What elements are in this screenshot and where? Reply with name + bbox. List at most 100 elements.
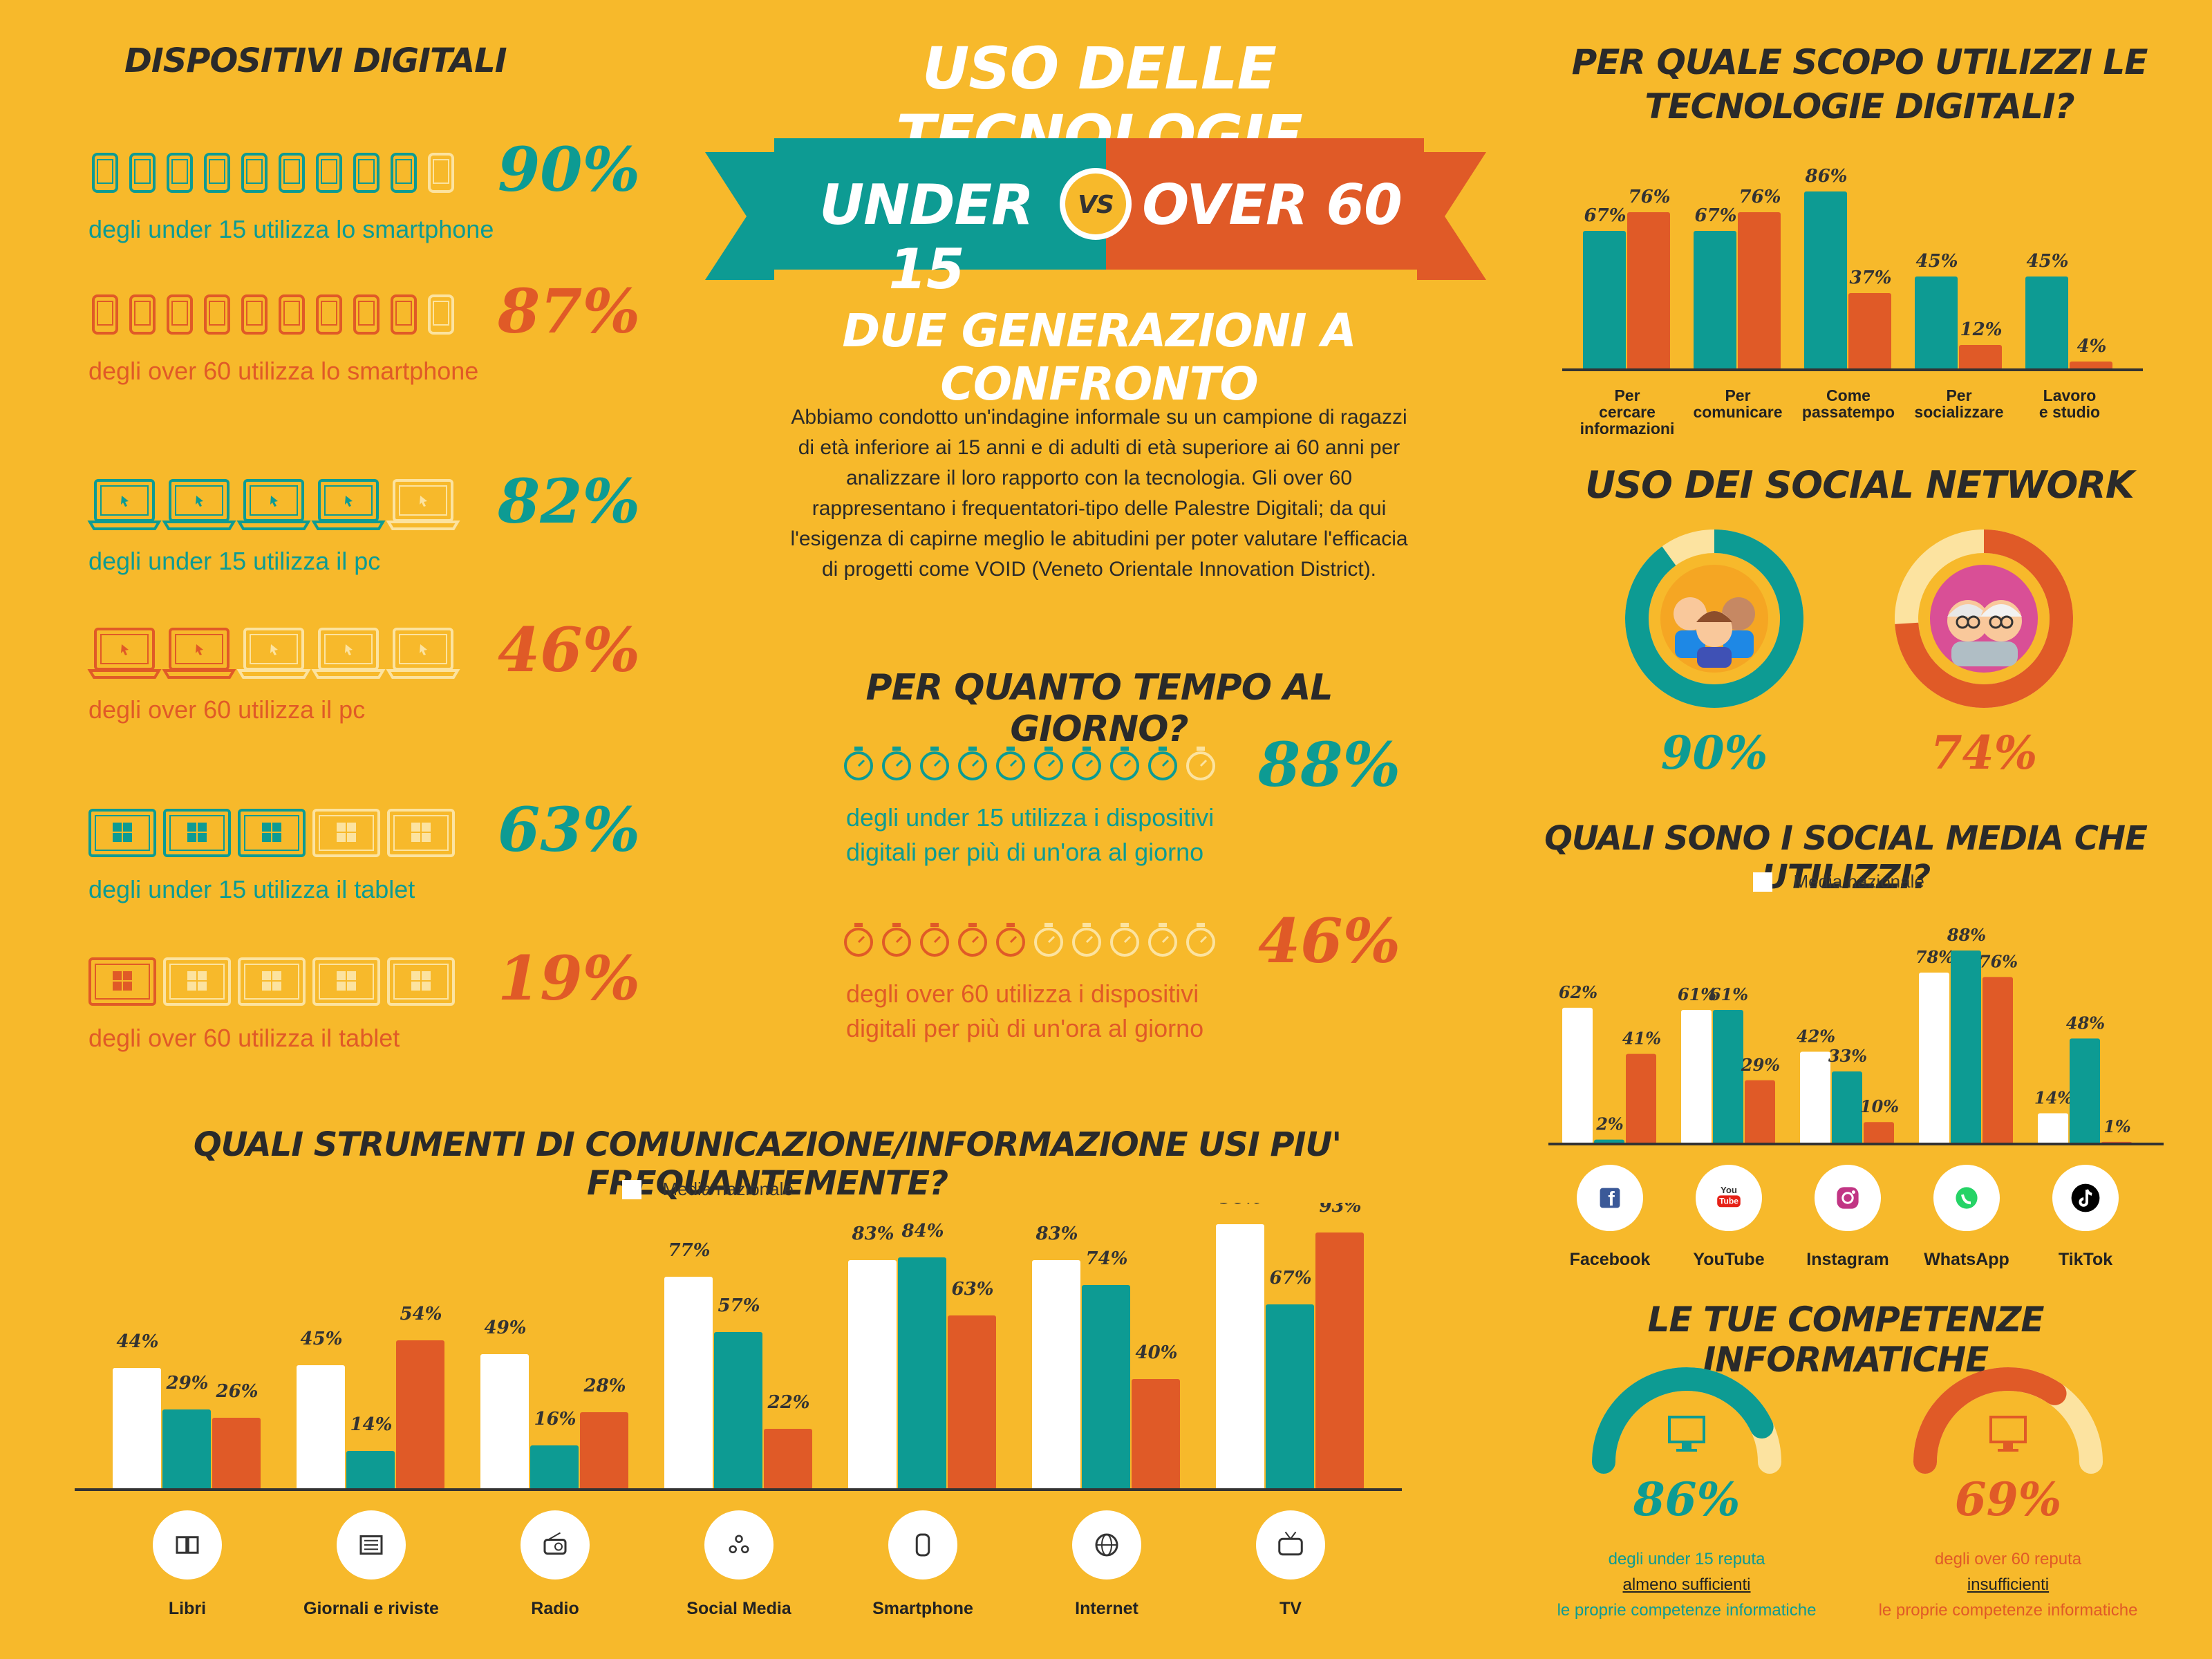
time-caption: degli under 15 utilizza i dispositivi: [846, 803, 1215, 832]
bar: [1315, 1232, 1364, 1490]
tablet-icon: [163, 809, 231, 857]
stopwatch-icon: [1110, 747, 1139, 780]
tablet-icon: [88, 957, 156, 1006]
device-icon-row: [87, 479, 460, 530]
category-label: WhatsApp: [1924, 1250, 2009, 1269]
instagram-icon: [1815, 1165, 1881, 1231]
tablet-icon: [312, 809, 380, 857]
time-title: PER QUANTO TEMPO AL GIORNO?: [865, 667, 1333, 750]
book-icon: [153, 1510, 222, 1580]
devices-title: DISPOSITIVI DIGITALI: [124, 41, 507, 80]
globe-icon: [1072, 1510, 1141, 1580]
data-label: 10%: [1860, 1096, 1899, 1116]
category-label: Per: [1725, 386, 1750, 404]
bar: [1082, 1285, 1130, 1490]
bar: [2070, 362, 2112, 370]
tablet-icon: [163, 957, 231, 1006]
smartphone-icon: [316, 153, 342, 193]
whatsapp-icon: [1933, 1165, 2000, 1231]
social-over-pct: 74%: [1930, 726, 2038, 780]
smartphone-icon: [92, 153, 118, 193]
young-people-avatar-icon: [1674, 597, 1755, 668]
skills-under-pct: 86%: [1633, 1472, 1741, 1526]
data-label: 76%: [1979, 951, 2018, 971]
category-label: informazioni: [1580, 420, 1675, 438]
category-label: Instagram: [1806, 1250, 1888, 1269]
smartphone-icon: [391, 294, 417, 335]
laptop-icon: [236, 479, 311, 530]
stopwatch-icon: [920, 747, 949, 780]
bar: [948, 1315, 996, 1490]
bar: [1832, 1071, 1862, 1144]
stopwatch-icon: [882, 747, 911, 780]
data-label: 67%: [1584, 205, 1627, 226]
skills-under-line1: degli under 15 reputa: [1608, 1550, 1765, 1568]
category-label: Social Media: [686, 1599, 792, 1618]
bar: [2025, 276, 2068, 370]
bar: [1983, 977, 2013, 1144]
comm-legend: Media nazionale: [622, 1179, 794, 1200]
vs-ribbon: [705, 138, 1486, 280]
laptop-icon: [386, 628, 460, 679]
smartphone-icon: [167, 294, 193, 335]
data-label: 78%: [1915, 947, 1954, 967]
legend-swatch: [622, 1179, 641, 1199]
data-label: 48%: [2066, 1013, 2105, 1033]
data-label: 4%: [2077, 336, 2107, 357]
data-label: 67%: [1270, 1268, 1312, 1288]
category-label: socializzare: [1914, 403, 2003, 421]
legend-label: Media nazionale: [662, 1179, 794, 1199]
data-label: 93%: [1320, 1203, 1362, 1217]
smartphone-icon: [167, 153, 193, 193]
under-15-label: UNDER 15: [819, 173, 1034, 301]
data-label: 88%: [1947, 925, 1986, 945]
skills-title: LE TUE COMPETENZE INFORMATICHE: [1647, 1300, 2045, 1380]
laptop-icon: [162, 628, 236, 679]
laptop-icon: [311, 628, 386, 679]
device-caption: degli under 15 utilizza il pc: [88, 547, 381, 575]
stopwatch-icon: [844, 923, 873, 957]
donut-under-15: [1625, 529, 1803, 708]
smartphone-icon: [353, 153, 379, 193]
facebook-icon: f: [1577, 1165, 1643, 1231]
device-pct: 63%: [498, 794, 641, 865]
gauge-under-15: [1592, 1367, 1781, 1474]
bar: [212, 1418, 261, 1490]
stopwatch-icon-row: [844, 747, 1215, 780]
vs-badge: VS: [1078, 191, 1114, 219]
bar: [580, 1412, 628, 1490]
time-caption: degli over 60 utilizza i dispositivi: [846, 980, 1199, 1008]
category-label: Come: [1826, 386, 1871, 404]
smartphone-icon: [241, 153, 268, 193]
stopwatch-icon: [1034, 923, 1063, 957]
smartphone-icon: [204, 294, 230, 335]
data-label: 14%: [2034, 1087, 2073, 1107]
device-caption: degli under 15 utilizza lo smartphone: [88, 215, 494, 243]
device-caption: degli over 60 utilizza lo smartphone: [88, 357, 479, 385]
skills-over-line2: insufficienti: [1967, 1575, 2050, 1594]
bar: [898, 1257, 946, 1490]
data-label: 74%: [1086, 1248, 1128, 1269]
device-pct: 46%: [498, 614, 641, 686]
data-label: 86%: [1805, 166, 1848, 187]
bar: [1738, 212, 1781, 370]
bar: [530, 1445, 579, 1490]
data-label: 40%: [1136, 1342, 1178, 1363]
bar: [714, 1332, 762, 1490]
smartphone-icon: [129, 294, 156, 335]
data-label: 14%: [350, 1414, 393, 1435]
device-pct: 19%: [498, 942, 641, 1014]
stopwatch-icon: [1110, 923, 1139, 957]
laptop-icon: [236, 628, 311, 679]
social-under-pct: 90%: [1660, 726, 1768, 780]
category-label: TikTok: [2059, 1250, 2112, 1269]
data-label: 84%: [901, 1221, 944, 1241]
bar: [848, 1260, 897, 1490]
stopwatch-icon: [1148, 747, 1177, 780]
time-caption: digitali per più di un'ora al giorno: [846, 1014, 1204, 1042]
bar: [346, 1451, 395, 1490]
bar: [162, 1409, 211, 1490]
social-media-title: QUALI SONO I SOCIAL MEDIA CHE UTILIZZI?: [1544, 819, 2148, 897]
bar: [1800, 1051, 1830, 1144]
intro-paragraph: Abbiamo condotto un'indagine informale s…: [790, 406, 1408, 581]
